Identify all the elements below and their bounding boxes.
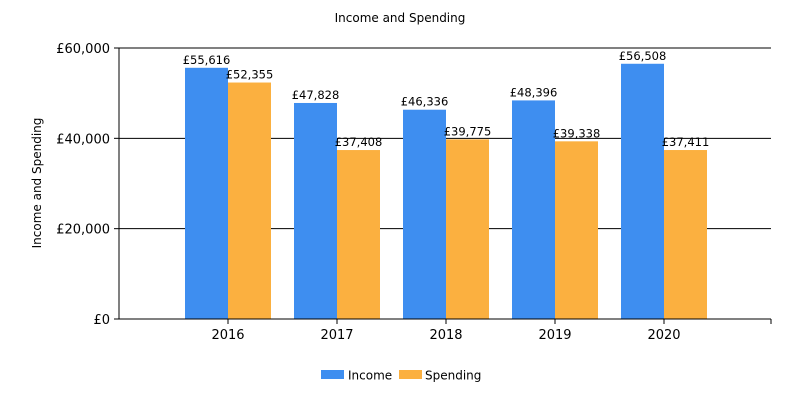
- legend: Income Spending: [321, 369, 481, 383]
- x-tick-label: 2019: [538, 328, 571, 343]
- data-label: £37,411: [662, 135, 710, 149]
- data-labels: £55,616£52,355 £47,828 £37,408 £46,336 £39,7…: [183, 49, 710, 149]
- y-tick-label: £0: [93, 313, 110, 328]
- data-label: £39,775: [444, 124, 492, 138]
- x-tick-label: 2016: [211, 328, 244, 343]
- bar-spending-2017: [337, 150, 380, 319]
- y-tick-label: £40,000: [56, 132, 110, 147]
- bar-income-2018: [403, 109, 446, 320]
- legend-label-spending: Spending: [425, 369, 481, 383]
- y-axis-label: Income and Spending: [30, 118, 44, 249]
- y-tick-label: £60,000: [56, 42, 110, 57]
- bar-income-2017: [294, 102, 337, 319]
- data-label: £52,355: [226, 68, 274, 82]
- x-tick-label: 2018: [429, 328, 462, 343]
- data-label: £46,336: [401, 95, 449, 109]
- data-label: £48,396: [510, 85, 558, 99]
- data-label: £55,616: [183, 53, 231, 67]
- x-tick-label: 2020: [647, 328, 680, 343]
- data-label: £37,408: [335, 135, 383, 149]
- bar-spending-2018: [446, 139, 489, 319]
- data-label: £39,338: [553, 126, 601, 140]
- legend-swatch-income: [321, 370, 344, 379]
- bar-spending-2019: [555, 141, 598, 319]
- bars: [185, 63, 707, 320]
- bar-income-2019: [512, 100, 555, 319]
- x-tick-label: 2017: [320, 328, 353, 343]
- bar-spending-2016: [228, 82, 271, 320]
- bar-spending-2020: [664, 150, 707, 319]
- bar-income-2020: [621, 63, 664, 319]
- chart-title: Income and Spending: [335, 11, 466, 25]
- legend-swatch-spending: [399, 370, 422, 379]
- legend-label-income: Income: [348, 369, 392, 383]
- data-label: £47,828: [292, 88, 340, 102]
- y-tick-label: £20,000: [56, 223, 110, 238]
- data-label: £56,508: [619, 49, 667, 63]
- axes: £0 £20,000 £40,000 £60,000 2016 2017 2018 2019 2…: [56, 42, 772, 343]
- bar-income-2016: [185, 67, 228, 320]
